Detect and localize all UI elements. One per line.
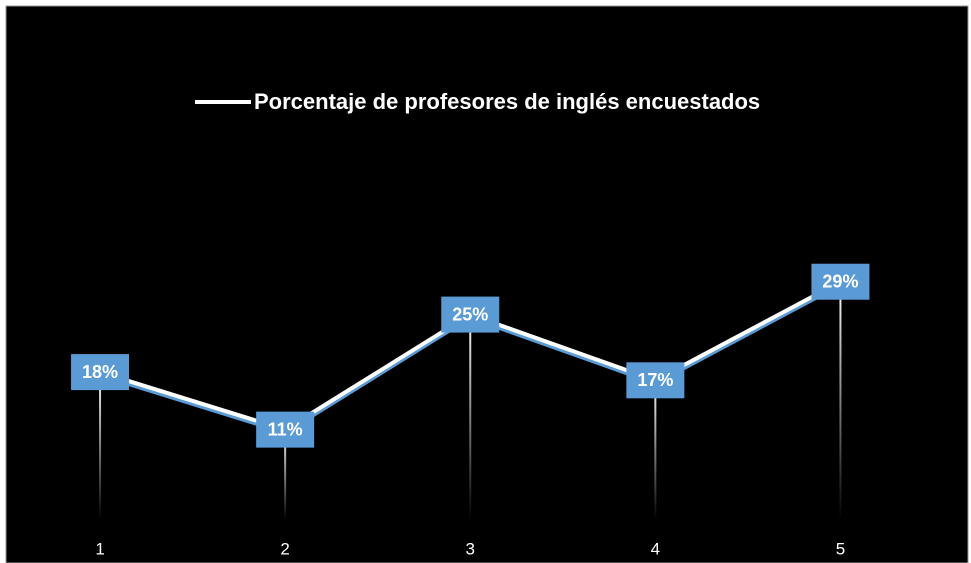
data-label-box bbox=[256, 411, 315, 448]
data-label-box bbox=[626, 362, 685, 399]
data-label: 18% bbox=[82, 362, 118, 382]
x-tick-label: 3 bbox=[466, 539, 475, 558]
drop-line bbox=[654, 380, 657, 520]
data-label: 25% bbox=[452, 304, 488, 324]
data-label-box bbox=[441, 296, 500, 333]
plot-background bbox=[5, 5, 969, 563]
x-tick-label: 5 bbox=[836, 539, 845, 558]
x-tick-label: 1 bbox=[95, 539, 104, 558]
data-label-box bbox=[71, 354, 130, 391]
drop-line bbox=[469, 314, 472, 520]
drop-line bbox=[99, 372, 102, 520]
drop-line bbox=[284, 429, 287, 520]
x-tick-label: 2 bbox=[280, 539, 289, 558]
data-label: 17% bbox=[637, 370, 673, 390]
drop-line bbox=[839, 281, 842, 520]
data-label: 11% bbox=[268, 419, 303, 439]
data-label: 29% bbox=[822, 271, 858, 291]
data-label-box bbox=[811, 263, 870, 300]
legend-label: Porcentaje de profesores de inglés encue… bbox=[254, 89, 760, 114]
x-tick-label: 4 bbox=[651, 539, 660, 558]
